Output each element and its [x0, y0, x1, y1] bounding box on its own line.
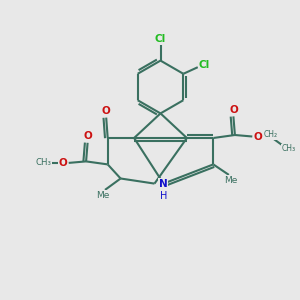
Text: CH₃: CH₃	[281, 144, 296, 153]
Text: O: O	[102, 106, 111, 116]
Text: Cl: Cl	[155, 34, 166, 44]
Text: N: N	[159, 178, 168, 189]
Text: Me: Me	[96, 191, 109, 200]
Text: O: O	[254, 131, 263, 142]
Text: CH₂: CH₂	[263, 130, 278, 139]
Text: Cl: Cl	[199, 60, 210, 70]
Text: O: O	[58, 158, 67, 168]
Text: O: O	[229, 105, 238, 115]
Text: CH₃: CH₃	[35, 158, 52, 167]
Text: H: H	[160, 191, 167, 201]
Text: Me: Me	[225, 176, 238, 185]
Text: O: O	[83, 131, 92, 141]
